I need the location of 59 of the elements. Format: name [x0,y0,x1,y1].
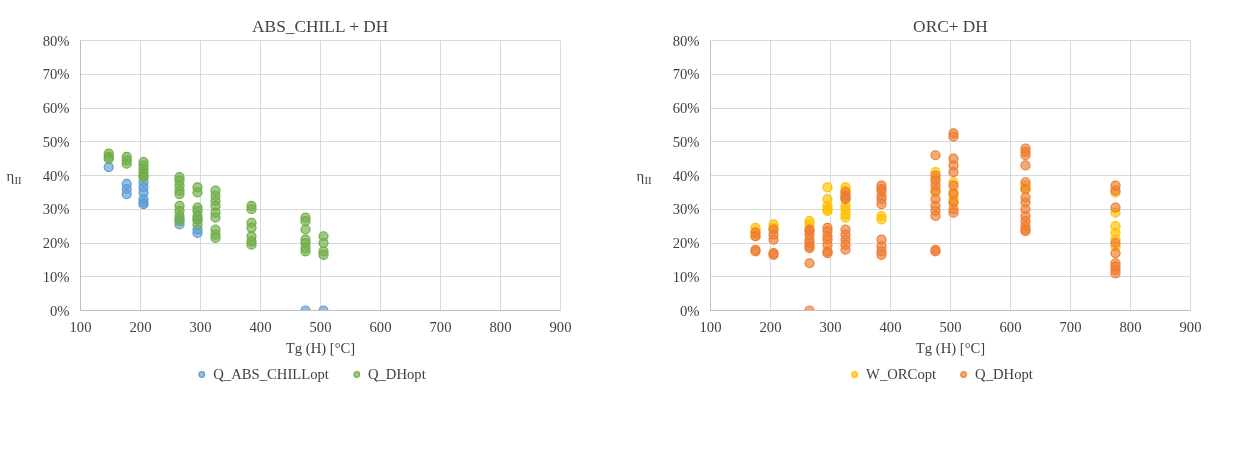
y-tick-label: 0% [49,302,70,319]
legend-label: Q_DHopt [367,365,426,383]
point [210,232,221,244]
point [174,188,185,200]
x-tick-label: 400 [879,318,902,335]
x-tick-label: 100 [69,318,92,335]
y-tick-label: 40% [42,167,70,184]
legend-label: Q_ABS_CHILLopt [213,365,329,383]
point [192,219,203,230]
point [300,215,311,227]
y-tick-label: 60% [672,100,700,116]
point [192,187,203,198]
y-tick-label: 80% [42,32,70,49]
x-axis-title: Tg (H) [°C] [915,339,986,357]
y-tick-label: 80% [672,32,700,49]
y-tick-label: 70% [42,66,70,83]
x-tick-label: 500 [309,318,332,335]
y-tick-label: 40% [672,167,700,184]
y-tick-label: 0% [679,302,700,319]
x-tick-label: 100 [699,318,722,335]
y-tick-label: 10% [42,268,70,285]
x-tick-label: 700 [429,318,452,335]
legend-label: W_ORCopt [866,365,937,383]
point [876,214,887,225]
y-tick-label: 20% [672,235,700,251]
x-axis-title: Tg (H) [°C] [285,339,356,357]
x-tick-label: 900 [1179,318,1202,335]
y-tick-label: 30% [672,201,700,218]
point [300,224,311,235]
y-tick-label: 50% [672,133,700,150]
x-tick-label: 800 [1119,318,1142,335]
point [121,188,132,200]
legend-label: Q_DHopt [975,365,1033,383]
point [318,237,329,249]
x-tick-label: 200 [129,318,152,335]
point [210,212,221,223]
x-tick-label: 200 [759,318,782,335]
x-tick-label: 600 [999,318,1022,335]
chart-title: ORC+ DH [913,16,988,36]
y-tick-label: 60% [42,100,70,116]
y-tick-label: 50% [42,133,70,150]
y-tick-label: 20% [42,235,70,251]
point [300,246,311,257]
point [103,161,114,173]
y-tick-label: 70% [672,66,700,83]
x-tick-label: 300 [819,318,842,335]
x-tick-label: 700 [1059,318,1082,335]
x-tick-label: 800 [489,318,512,335]
x-tick-label: 900 [549,318,572,335]
point [822,182,833,193]
y-tick-label: 30% [42,201,70,218]
x-tick-label: 300 [189,318,212,335]
point [246,204,257,215]
x-tick-label: 400 [249,318,272,335]
chart-title: ABS_CHILL + DH [252,16,389,36]
x-tick-label: 600 [369,318,392,335]
x-tick-label: 500 [939,318,962,335]
point [246,222,257,233]
y-tick-label: 10% [672,268,700,285]
